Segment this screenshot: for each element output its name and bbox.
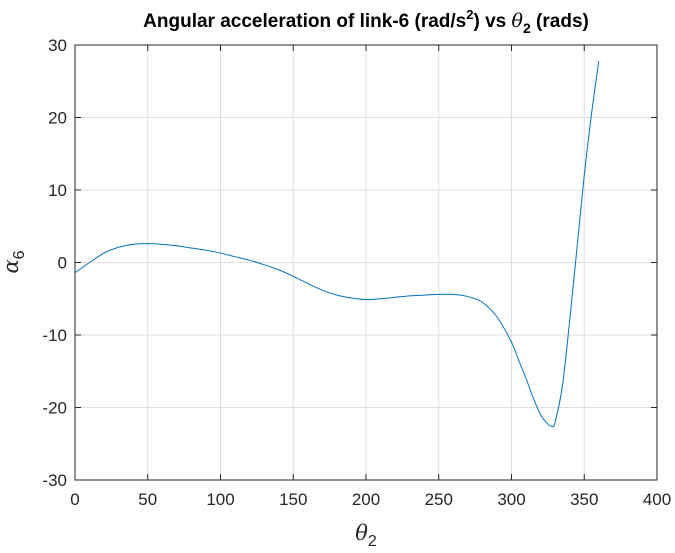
- x-tick-label: 0: [70, 490, 79, 509]
- chart-title: Angular acceleration of link-6 (rad/s2) …: [143, 7, 589, 36]
- tick-labels: 0 50 100 150 200 250 300 350 400 -30 -20 -10 0 10 20 30: [42, 36, 671, 509]
- x-tick-label: 400: [643, 490, 671, 509]
- title-sub: 2: [523, 20, 531, 36]
- x-axis-sub: 2: [368, 533, 377, 550]
- y-tick-label: -30: [42, 471, 67, 490]
- x-tick-label: 250: [425, 490, 453, 509]
- x-tick-label: 200: [352, 490, 380, 509]
- x-tick-label: 150: [279, 490, 307, 509]
- title-sup: 2: [466, 7, 473, 22]
- y-tick-label: -20: [42, 399, 67, 418]
- x-axis-symbol: θ: [355, 521, 368, 545]
- y-axis-sub: 6: [11, 250, 28, 259]
- y-tick-label: 20: [48, 109, 67, 128]
- title-symbol: θ: [512, 10, 524, 32]
- title-prefix: Angular acceleration of link-6 (rad/s: [143, 11, 466, 32]
- plot-frame: [74, 44, 658, 481]
- series-line: [74, 60, 600, 428]
- y-tick-label: 10: [48, 181, 67, 200]
- y-tick-label: 30: [48, 36, 67, 55]
- x-axis-label: θ2: [355, 521, 377, 550]
- y-axis-label: α6: [0, 250, 28, 273]
- x-tick-label: 300: [497, 490, 525, 509]
- title-suffix: (rads): [531, 11, 589, 32]
- y-tick-label: -10: [42, 326, 67, 345]
- x-tick-label: 350: [570, 490, 598, 509]
- x-tick-label: 100: [206, 490, 234, 509]
- x-tick-label: 50: [138, 490, 157, 509]
- y-tick-label: 0: [58, 254, 67, 273]
- y-axis-symbol: α: [0, 259, 23, 273]
- title-mid: ) vs: [473, 11, 511, 32]
